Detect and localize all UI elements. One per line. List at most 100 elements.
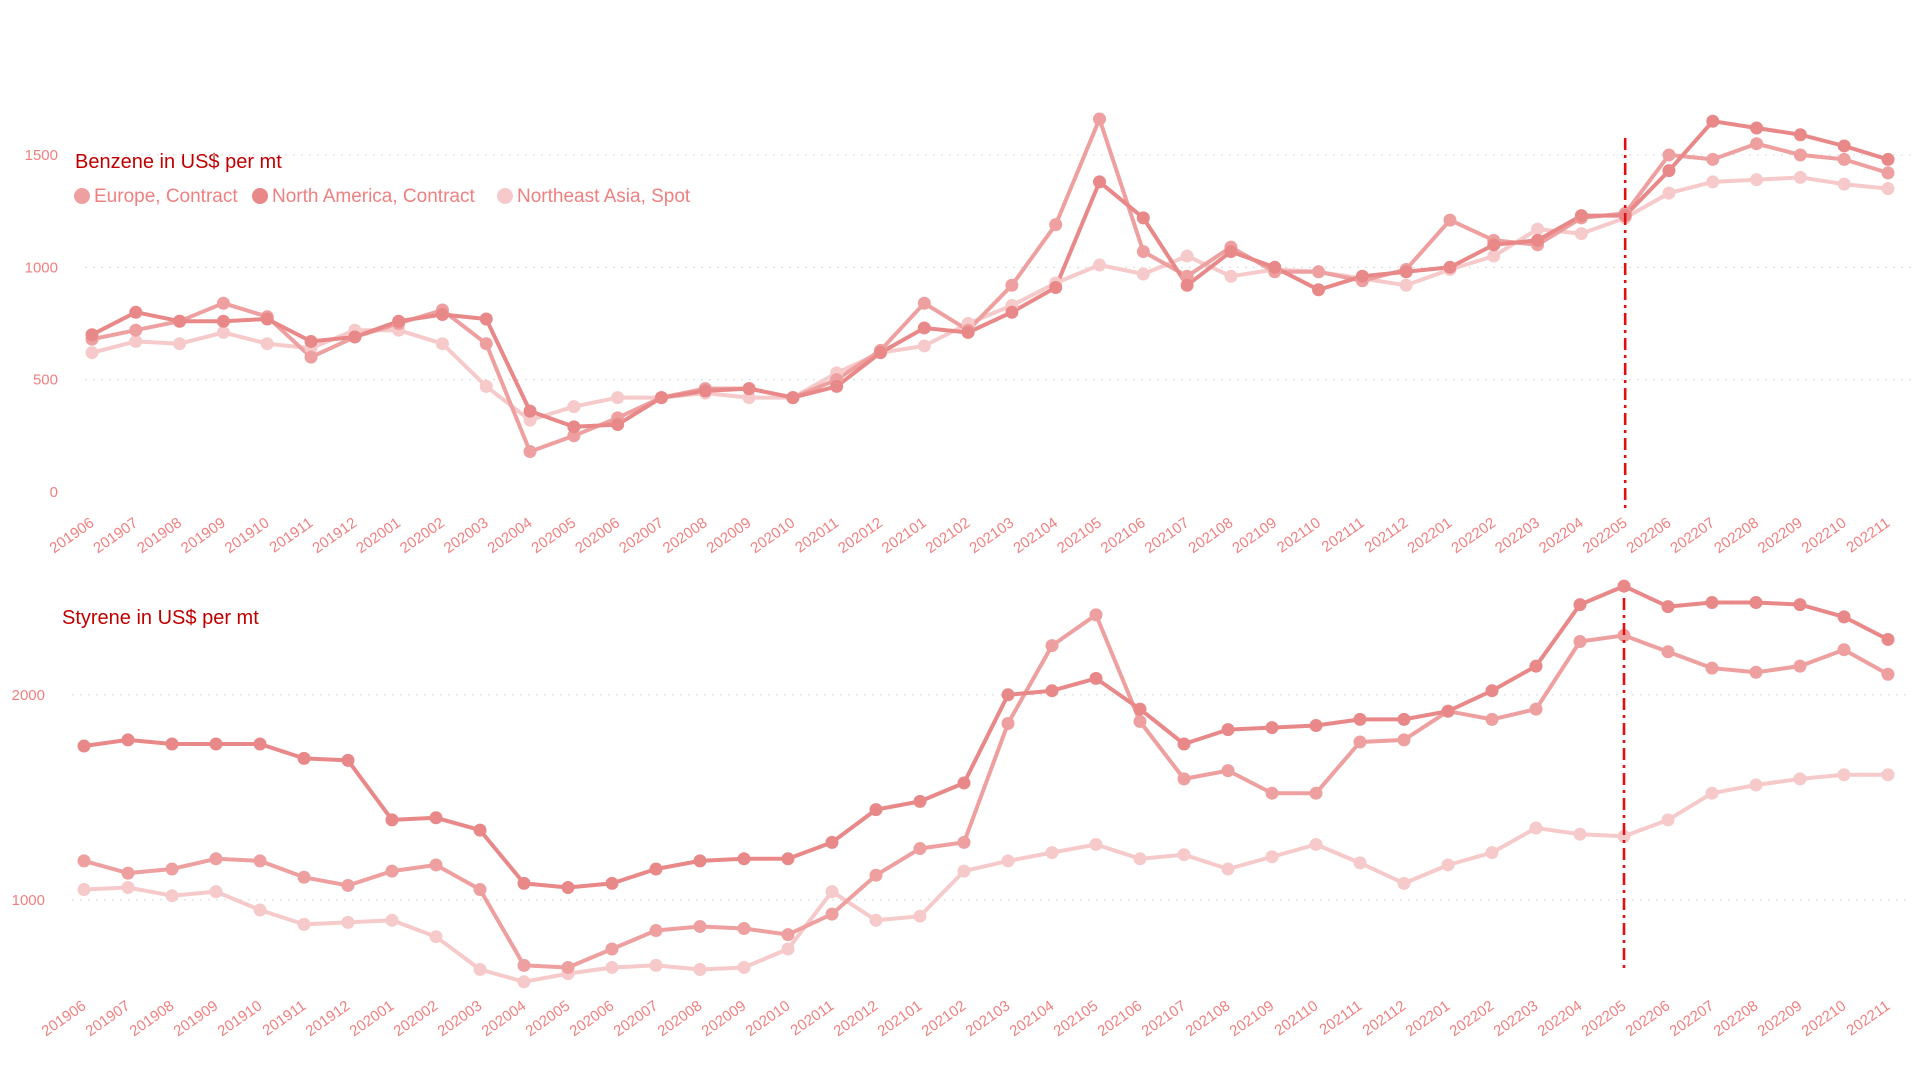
- benzene-x-tick-label: 202012: [835, 514, 886, 557]
- styrene-point-northeast-asia-spot: [1133, 852, 1147, 866]
- benzene-point-north-america-contract: [1312, 283, 1326, 297]
- benzene-point-north-america-contract: [173, 314, 187, 328]
- styrene-point-north-america-contract: [209, 737, 223, 751]
- styrene-point-northeast-asia-spot: [165, 889, 179, 903]
- styrene-x-tick-label: 202101: [875, 997, 926, 1040]
- styrene-point-europe-contract: [605, 942, 619, 956]
- benzene-y-tick-label: 1000: [25, 259, 58, 276]
- styrene-point-northeast-asia-spot: [1001, 854, 1015, 868]
- styrene-x-tick-label: 202203: [1491, 997, 1542, 1040]
- benzene-x-tick-label: 202211: [1843, 514, 1893, 556]
- styrene-x-tick-label: 201911: [259, 997, 309, 1039]
- styrene-point-northeast-asia-spot: [121, 881, 135, 894]
- styrene-point-north-america-contract: [385, 813, 399, 827]
- benzene-point-northeast-asia-spot: [1224, 269, 1238, 283]
- styrene-point-europe-contract: [825, 907, 839, 921]
- benzene-x-tick-label: 201907: [90, 514, 141, 557]
- styrene-point-europe-contract: [385, 864, 399, 878]
- benzene-point-europe-contract: [1706, 152, 1720, 166]
- benzene-point-europe-contract: [216, 296, 230, 310]
- benzene-point-north-america-contract: [348, 330, 362, 344]
- styrene-point-north-america-contract: [781, 852, 795, 866]
- styrene-point-north-america-contract: [737, 852, 751, 866]
- benzene-point-north-america-contract: [1005, 305, 1019, 319]
- styrene-x-tick-label: 201908: [127, 997, 178, 1040]
- styrene-point-europe-contract: [1309, 786, 1323, 800]
- styrene-x-tick-label: 202211: [1843, 997, 1893, 1039]
- styrene-point-europe-contract: [1529, 702, 1543, 716]
- benzene-point-north-america-contract: [830, 379, 844, 393]
- styrene-point-north-america-contract: [1309, 719, 1323, 733]
- benzene-point-europe-contract: [1093, 112, 1107, 126]
- styrene-series-line-europe-contract: [82, 612, 1890, 970]
- benzene-y-tick-label: 500: [33, 372, 58, 389]
- styrene-point-north-america-contract: [693, 854, 707, 868]
- styrene-point-north-america-contract: [1573, 598, 1587, 612]
- benzene-point-north-america-contract: [961, 325, 975, 339]
- styrene-point-north-america-contract: [77, 739, 91, 753]
- styrene-point-northeast-asia-spot: [473, 963, 487, 976]
- styrene-x-tick-label: 202205: [1579, 997, 1630, 1040]
- styrene-point-northeast-asia-spot: [209, 885, 223, 899]
- styrene-point-northeast-asia-spot: [825, 885, 839, 899]
- benzene-x-tick-label: 201908: [134, 514, 185, 557]
- styrene-point-europe-contract: [121, 866, 135, 880]
- styrene-y-tick-label: 2000: [12, 687, 45, 704]
- styrene-point-north-america-contract: [825, 835, 839, 849]
- styrene-point-north-america-contract: [1793, 598, 1807, 612]
- benzene-point-north-america-contract: [85, 328, 99, 342]
- styrene-x-tick-label: 202206: [1623, 997, 1674, 1040]
- benzene-point-north-america-contract: [392, 314, 406, 328]
- styrene-point-europe-contract: [869, 868, 883, 882]
- styrene-point-north-america-contract: [913, 794, 927, 808]
- benzene-x-tick-label: 202109: [1229, 514, 1280, 557]
- legend-marker: [252, 188, 268, 204]
- benzene-x-tick-label: 202008: [660, 514, 711, 557]
- styrene-point-europe-contract: [1177, 772, 1191, 786]
- benzene-point-europe-contract: [523, 445, 537, 459]
- styrene-point-north-america-contract: [1045, 684, 1059, 698]
- benzene-x-tick-label: 202103: [966, 514, 1017, 557]
- benzene-point-north-america-contract: [1180, 278, 1194, 292]
- benzene-point-north-america-contract: [1750, 121, 1764, 135]
- styrene-series-line-northeast-asia-spot: [82, 772, 1890, 984]
- benzene-point-north-america-contract: [1487, 238, 1501, 252]
- benzene-point-northeast-asia-spot: [435, 337, 449, 351]
- benzene-point-europe-contract: [1005, 278, 1019, 292]
- styrene-chart: Styrene in US$ per mt 100020002019062019…: [12, 579, 1912, 1040]
- benzene-point-north-america-contract: [304, 334, 318, 348]
- benzene-point-northeast-asia-spot: [1837, 177, 1851, 191]
- styrene-point-europe-contract: [1705, 661, 1719, 675]
- styrene-point-northeast-asia-spot: [1617, 829, 1631, 843]
- legend-label: Europe, Contract: [94, 186, 238, 207]
- benzene-point-northeast-asia-spot: [216, 325, 230, 339]
- styrene-point-europe-contract: [1397, 733, 1411, 747]
- benzene-point-northeast-asia-spot: [742, 391, 756, 405]
- benzene-point-north-america-contract: [873, 346, 887, 360]
- styrene-x-tick-label: 202210: [1799, 997, 1850, 1040]
- styrene-point-northeast-asia-spot: [781, 942, 795, 956]
- styrene-point-europe-contract: [1661, 645, 1675, 659]
- benzene-point-north-america-contract: [129, 305, 143, 319]
- styrene-point-northeast-asia-spot: [1089, 837, 1103, 851]
- styrene-x-tick-label: 202110: [1271, 997, 1321, 1039]
- benzene-point-north-america-contract: [698, 384, 712, 398]
- benzene-point-northeast-asia-spot: [1793, 170, 1807, 184]
- styrene-point-north-america-contract: [605, 876, 619, 890]
- styrene-point-europe-contract: [253, 854, 267, 868]
- styrene-x-tick-label: 201909: [171, 997, 222, 1040]
- benzene-point-northeast-asia-spot: [1487, 249, 1501, 263]
- benzene-point-northeast-asia-spot: [567, 400, 581, 414]
- benzene-point-northeast-asia-spot: [1180, 249, 1194, 263]
- styrene-point-europe-contract: [1221, 764, 1235, 778]
- styrene-point-north-america-contract: [297, 751, 311, 765]
- benzene-x-tick-label: 202202: [1448, 514, 1499, 557]
- styrene-point-northeast-asia-spot: [693, 963, 707, 976]
- styrene-point-northeast-asia-spot: [1793, 772, 1807, 786]
- benzene-point-northeast-asia-spot: [611, 391, 625, 405]
- benzene-x-tick-label: 202011: [792, 514, 842, 556]
- styrene-point-europe-contract: [1573, 635, 1587, 648]
- styrene-point-northeast-asia-spot: [1485, 846, 1499, 860]
- benzene-point-north-america-contract: [1574, 209, 1588, 223]
- styrene-point-northeast-asia-spot: [1661, 813, 1675, 827]
